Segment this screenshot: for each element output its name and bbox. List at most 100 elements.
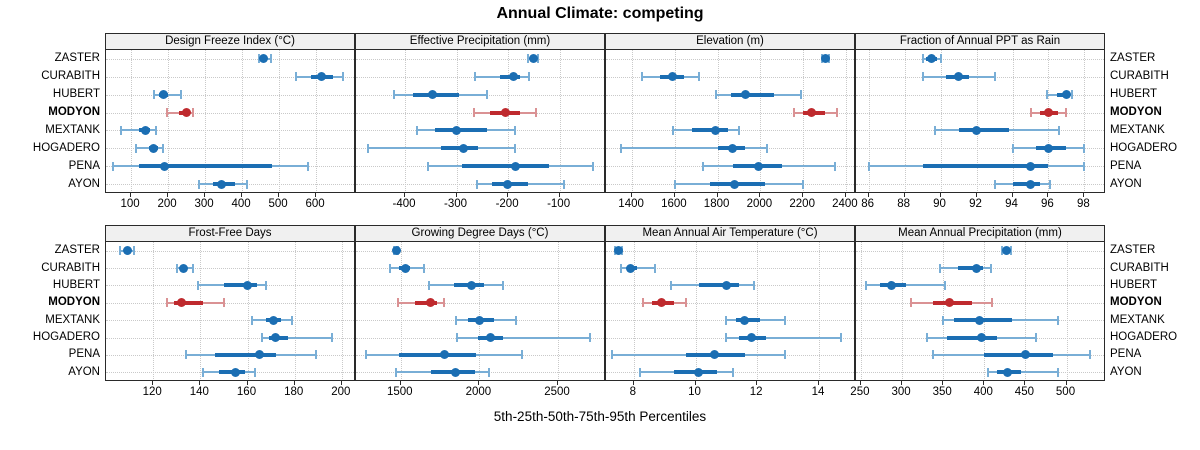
interval-5th-95th-mextank: [120, 129, 156, 132]
interval-25th-75th-mextank: [958, 128, 1009, 133]
gridline-vertical: [1084, 50, 1086, 191]
median-dot-mextank: [974, 315, 984, 325]
gridline-horizontal: [856, 112, 1104, 114]
cap-5th-hogadero: [1011, 143, 1014, 153]
gridline-vertical: [316, 50, 318, 191]
gridline-vertical: [405, 50, 406, 191]
site-label-left-pena: PENA: [68, 159, 100, 172]
axis-tick-label: 100: [120, 198, 140, 210]
site-label-left-hubert: HUBERT: [52, 278, 100, 291]
cap-5th-ayon: [673, 179, 676, 189]
axis-tick-label: 160: [236, 386, 257, 398]
axis-tick-label: 94: [1005, 198, 1018, 210]
axis-tick: [1024, 381, 1026, 385]
cap-95th-mextank: [154, 125, 157, 135]
cap-5th-modyon: [165, 108, 168, 118]
site-label-left-hubert: HUBERT: [52, 88, 100, 101]
median-dot-hubert: [158, 90, 168, 100]
site-label-left-ayon: AYON: [68, 177, 100, 190]
panel-strip-effective-precipitation-mm: Effective Precipitation (mm): [355, 33, 605, 50]
cap-95th-hubert: [1070, 90, 1073, 100]
cap-5th-modyon: [793, 108, 796, 118]
median-dot-modyon: [807, 108, 817, 118]
axis-tick-label: 2000: [746, 198, 773, 210]
cap-95th-curabith: [989, 263, 992, 273]
site-label-left-mextank: MEXTANK: [45, 123, 100, 136]
cap-95th-modyon: [442, 298, 445, 308]
gridline-vertical: [717, 50, 719, 191]
median-dot-mextank: [972, 125, 981, 135]
axis-tick-label: -200: [495, 198, 519, 210]
cap-5th-hogadero: [367, 143, 370, 153]
axis-tick: [716, 193, 718, 197]
gridline-horizontal: [106, 250, 354, 252]
axis-tick-label: 86: [861, 198, 874, 210]
axis-tick-label: 200: [157, 198, 177, 210]
x-axis-caption: 5th-25th-50th-75th-95th Percentiles: [493, 409, 707, 424]
gridline-vertical: [760, 50, 762, 191]
axis-tick: [152, 381, 154, 385]
cap-5th-modyon: [166, 298, 169, 308]
axis-tick-label: 1800: [703, 198, 730, 210]
axis-tick-label: -400: [392, 198, 416, 210]
median-dot-hubert: [721, 280, 731, 290]
gridline-horizontal: [356, 250, 604, 252]
axis-tick-label: 1600: [661, 198, 687, 210]
axis-tick: [1083, 193, 1085, 197]
site-label-left-curabith: CURABITH: [41, 261, 100, 274]
median-dot-pena: [254, 350, 264, 360]
gridline-horizontal: [856, 285, 1104, 287]
panel-strip-frost-free-days: Frost-Free Days: [105, 225, 355, 242]
cap-95th-pena: [591, 161, 594, 171]
gridline-horizontal: [856, 184, 1104, 186]
axis-tick: [278, 193, 280, 197]
panel-strip-mean-annual-air-temperature-c: Mean Annual Air Temperature (°C): [605, 225, 855, 242]
median-dot-hubert: [243, 280, 252, 290]
gridline-vertical: [168, 50, 170, 191]
median-dot-modyon: [425, 298, 435, 308]
gridline-vertical: [902, 242, 904, 379]
axis-tick: [204, 193, 206, 197]
site-label-left-curabith: CURABITH: [41, 70, 100, 83]
median-dot-zaster: [927, 54, 936, 64]
axis-tick: [694, 381, 696, 385]
gridline-horizontal: [106, 76, 354, 78]
cap-5th-hogadero: [134, 143, 137, 153]
median-dot-mextank: [269, 315, 278, 325]
gridline-vertical: [242, 50, 244, 191]
axis-tick: [199, 381, 201, 385]
axis-tick: [631, 193, 633, 197]
interval-25th-75th-pena: [214, 352, 276, 357]
interval-25th-75th-hubert: [223, 283, 257, 288]
gridline-vertical: [633, 242, 635, 379]
median-dot-zaster: [613, 246, 623, 256]
cap-95th-modyon: [836, 108, 838, 118]
cap-5th-curabith: [641, 72, 644, 82]
cap-95th-hubert: [180, 90, 183, 100]
interval-5th-95th-hogadero: [261, 336, 333, 339]
axis-tick-label: 180: [284, 386, 304, 398]
site-label-right-pena: PENA: [1110, 348, 1142, 361]
cap-5th-pena: [426, 161, 429, 171]
median-dot-ayon: [1002, 367, 1012, 377]
interval-5th-95th-curabith: [621, 267, 656, 270]
interval-25th-75th-pena: [138, 164, 272, 169]
axis-tick-label: 140: [189, 386, 209, 398]
gridline-horizontal: [606, 250, 854, 252]
cap-5th-zaster: [119, 246, 122, 256]
gridline-horizontal: [356, 302, 604, 304]
gridline-vertical: [695, 242, 697, 379]
site-label-right-hubert: HUBERT: [1110, 88, 1158, 101]
axis-tick: [673, 193, 675, 197]
site-label-right-mextank: MEXTANK: [1110, 123, 1165, 136]
interval-25th-75th-hubert: [730, 92, 774, 97]
cap-95th-hubert: [485, 90, 488, 100]
panel-body-fraction-of-annual-ppt-as-rain: [855, 50, 1105, 193]
gridline-vertical: [674, 50, 676, 191]
cap-95th-zaster: [939, 54, 942, 64]
median-dot-pena: [1026, 161, 1035, 171]
cap-5th-pena: [111, 161, 114, 171]
median-dot-pena: [440, 350, 450, 360]
site-label-left-modyon: MODYON: [48, 106, 100, 119]
cap-5th-mextank: [725, 315, 728, 325]
